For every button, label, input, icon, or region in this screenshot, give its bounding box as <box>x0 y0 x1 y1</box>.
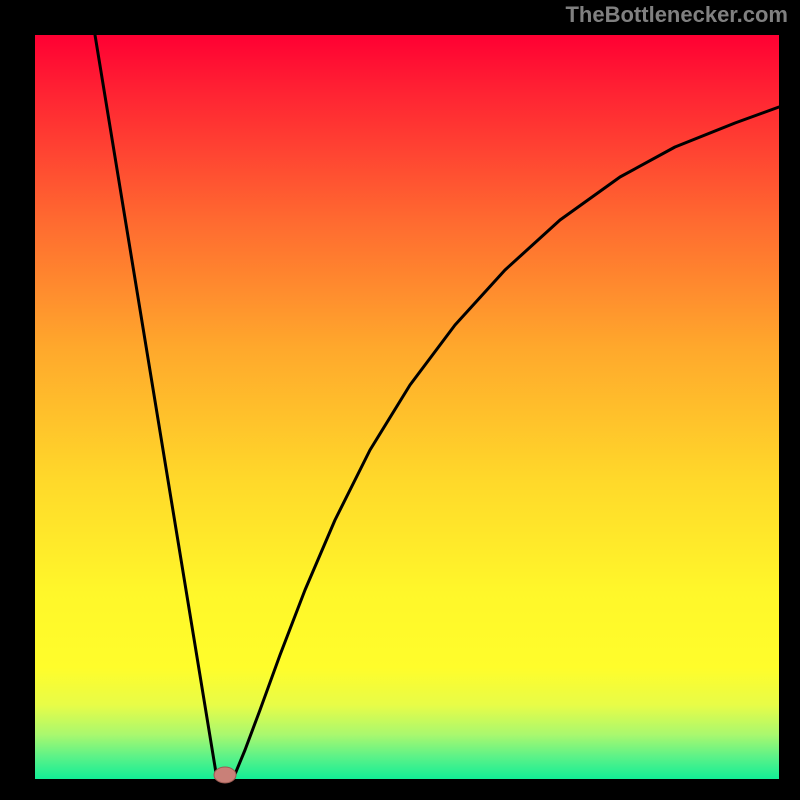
watermark-text: TheBottlenecker.com <box>565 2 788 28</box>
marker-dot <box>0 0 800 800</box>
chart-root: TheBottlenecker.com <box>0 0 800 800</box>
